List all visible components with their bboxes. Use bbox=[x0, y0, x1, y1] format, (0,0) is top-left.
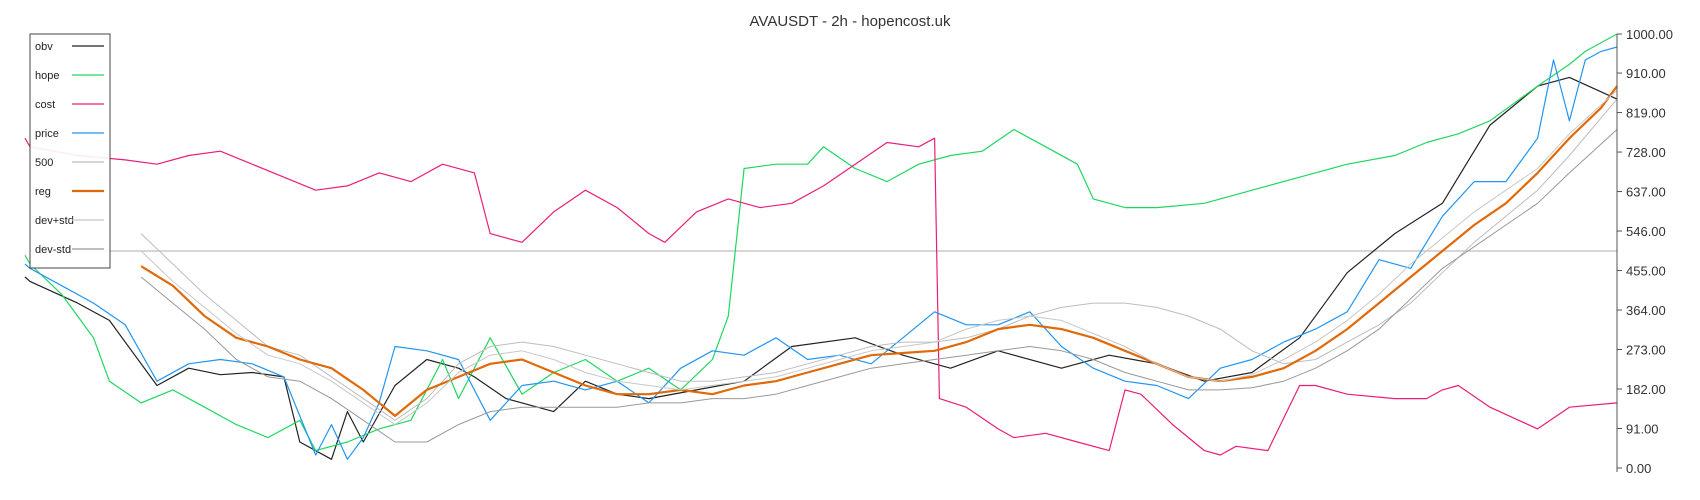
series-layer bbox=[24, 33, 1618, 460]
y-tick-label: 728.00 bbox=[1626, 145, 1666, 160]
y-tick-label: 91.00 bbox=[1626, 422, 1659, 437]
series-line-cost bbox=[24, 137, 1618, 456]
legend: obv hope cost price 500 reg dev+std dev-std bbox=[29, 33, 111, 269]
y-tick-label: 637.00 bbox=[1626, 185, 1666, 200]
y-tick-label: 546.00 bbox=[1626, 224, 1666, 239]
series-line-500 bbox=[140, 98, 1618, 421]
legend-entry: dev+std bbox=[35, 215, 104, 227]
legend-label: obv bbox=[35, 41, 53, 53]
legend-label: 500 bbox=[35, 157, 53, 169]
series-line-obv bbox=[24, 76, 1618, 460]
legend-label: cost bbox=[35, 99, 55, 111]
series-line-dev-std bbox=[140, 90, 1618, 426]
y-tick-label: 182.00 bbox=[1626, 382, 1666, 397]
legend-entry: 500 bbox=[35, 157, 104, 169]
legend-entry: price bbox=[35, 128, 104, 140]
series-line-dev-std bbox=[140, 129, 1618, 443]
y-tick-label: 364.00 bbox=[1626, 303, 1666, 318]
legend-label: reg bbox=[35, 186, 51, 198]
y-axis: 0.00 91.00 182.00 273.00 364.00 455.00 546.00 6… bbox=[1616, 27, 1673, 476]
legend-label: hope bbox=[35, 70, 59, 82]
legend-entry: hope bbox=[35, 70, 104, 82]
series-line-reg bbox=[140, 85, 1618, 417]
y-tick-label: 455.00 bbox=[1626, 264, 1666, 279]
y-tick-label: 1000.00 bbox=[1626, 27, 1673, 42]
legend-entry: cost bbox=[35, 99, 104, 111]
y-tick-label: 819.00 bbox=[1626, 106, 1666, 121]
legend-label: dev+std bbox=[35, 215, 74, 227]
legend-entry: dev-std bbox=[35, 244, 104, 256]
y-tick-label: 273.00 bbox=[1626, 343, 1666, 358]
legend-label: price bbox=[35, 128, 59, 140]
legend-entry: reg bbox=[35, 186, 104, 198]
series-line-hope bbox=[24, 33, 1618, 452]
series-line-price bbox=[24, 46, 1618, 460]
y-tick-label: 910.00 bbox=[1626, 66, 1666, 81]
chart-title: AVAUSDT - 2h - hopencost.uk bbox=[750, 13, 951, 30]
y-tick-label: 0.00 bbox=[1626, 461, 1651, 476]
legend-label: dev-std bbox=[35, 244, 71, 256]
legend-box bbox=[29, 33, 111, 269]
legend-entry: obv bbox=[35, 41, 104, 53]
